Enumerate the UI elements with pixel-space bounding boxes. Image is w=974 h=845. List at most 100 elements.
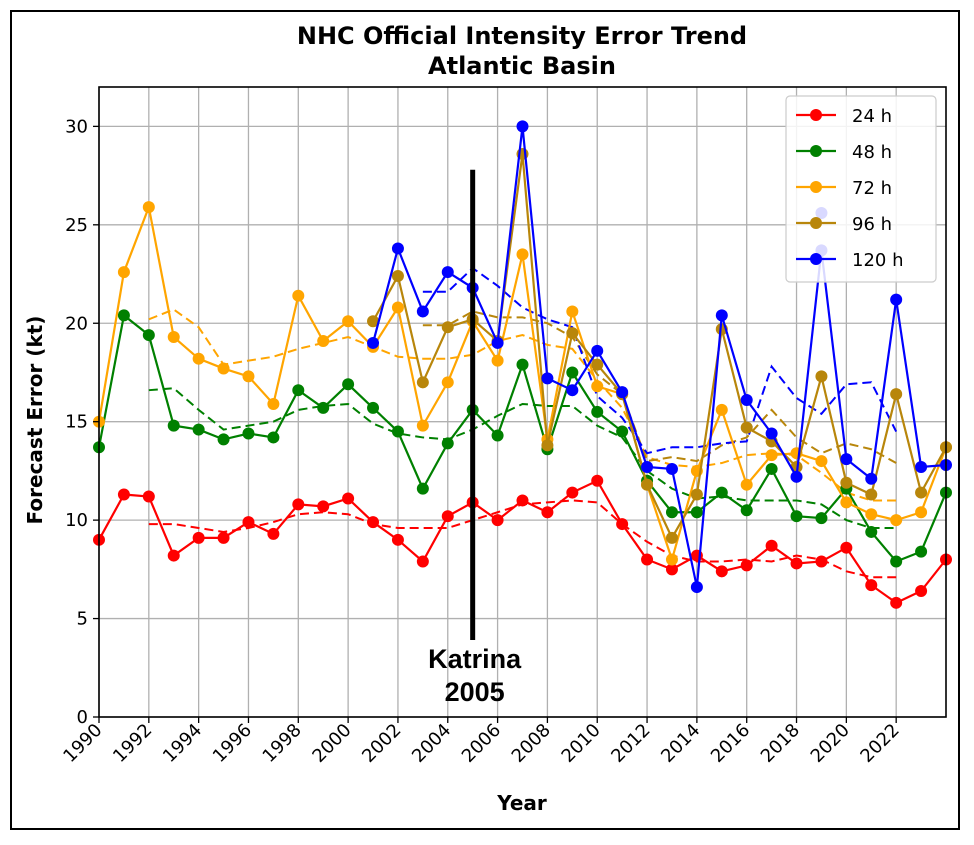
data-point xyxy=(391,533,404,546)
data-point xyxy=(391,242,404,255)
data-point xyxy=(192,531,205,544)
data-point xyxy=(740,394,753,407)
x-tick-label: 2012 xyxy=(607,720,654,767)
data-point xyxy=(890,596,903,609)
data-point xyxy=(890,514,903,527)
data-point xyxy=(416,555,429,568)
data-point xyxy=(865,508,878,521)
data-point xyxy=(317,500,330,513)
y-tick-label: 20 xyxy=(65,313,88,334)
data-point xyxy=(292,498,305,511)
data-point xyxy=(416,305,429,318)
data-point xyxy=(441,376,454,389)
data-point xyxy=(665,531,678,544)
legend-swatch-marker xyxy=(810,181,822,193)
data-point xyxy=(665,563,678,576)
data-point xyxy=(840,496,853,509)
data-point xyxy=(367,315,380,328)
x-tick-label: 2002 xyxy=(358,720,405,767)
data-point xyxy=(865,488,878,501)
legend-label: 72 h xyxy=(852,178,892,199)
x-tick-label: 2020 xyxy=(807,720,854,767)
data-point xyxy=(665,553,678,566)
plot-border xyxy=(98,86,947,718)
x-tick-label: 2008 xyxy=(508,720,555,767)
data-point xyxy=(616,425,629,438)
data-point xyxy=(616,386,629,399)
data-point xyxy=(267,431,280,444)
chart-subtitle: Atlantic Basin xyxy=(428,52,616,80)
data-point xyxy=(342,378,355,391)
legend-swatch-marker xyxy=(810,145,822,157)
data-point xyxy=(117,266,130,279)
data-point xyxy=(790,557,803,570)
x-tick-label: 1994 xyxy=(159,720,206,767)
data-point xyxy=(715,486,728,499)
data-point xyxy=(541,439,554,452)
data-point xyxy=(815,512,828,525)
data-point xyxy=(416,376,429,389)
data-point xyxy=(566,384,579,397)
data-point xyxy=(416,419,429,432)
data-point xyxy=(840,541,853,554)
legend-label: 96 h xyxy=(852,214,892,235)
data-point xyxy=(491,336,504,349)
data-point xyxy=(367,336,380,349)
series-group xyxy=(93,309,952,568)
trend-lines xyxy=(148,266,898,579)
data-point xyxy=(740,504,753,517)
data-point xyxy=(740,559,753,572)
data-point xyxy=(167,419,180,432)
data-point xyxy=(915,486,928,499)
data-point xyxy=(541,372,554,385)
data-point xyxy=(641,460,654,473)
data-point xyxy=(342,492,355,505)
data-point xyxy=(690,506,703,519)
data-point xyxy=(790,510,803,523)
trend-line xyxy=(422,266,898,455)
x-tick-label: 2004 xyxy=(408,720,455,767)
y-tick-label: 0 xyxy=(77,707,88,728)
data-point xyxy=(192,423,205,436)
data-point xyxy=(591,474,604,487)
data-point xyxy=(342,315,355,328)
data-point xyxy=(142,490,155,503)
data-point xyxy=(840,453,853,466)
data-point xyxy=(416,482,429,495)
trend-line xyxy=(148,387,897,529)
data-point xyxy=(167,331,180,344)
data-point xyxy=(217,433,230,446)
data-point xyxy=(142,201,155,214)
series-group xyxy=(367,147,952,544)
data-point xyxy=(217,362,230,375)
legend: 24 h 48 h 72 h 96 h 120 h xyxy=(785,95,937,283)
data-point xyxy=(367,516,380,529)
series-group xyxy=(93,201,952,566)
legend-label: 24 h xyxy=(852,106,892,127)
data-point xyxy=(516,494,529,507)
data-point xyxy=(242,516,255,529)
data-point xyxy=(865,472,878,485)
y-tick-label: 15 xyxy=(65,412,88,433)
x-axis-ticks: 1990 1992 1994 1996 1998 2000 2002 2004 2006 2008… xyxy=(59,717,904,767)
data-point xyxy=(516,358,529,371)
data-point xyxy=(217,531,230,544)
y-tick-label: 5 xyxy=(77,609,88,630)
y-axis-label: Forecast Error (kt) xyxy=(23,316,47,525)
data-point xyxy=(665,462,678,475)
data-point xyxy=(491,514,504,527)
data-point xyxy=(391,425,404,438)
data-point xyxy=(441,510,454,523)
data-point xyxy=(441,266,454,279)
data-point xyxy=(915,585,928,597)
katrina-label: Katrina xyxy=(428,644,522,674)
x-tick-label: 2014 xyxy=(657,720,704,767)
data-point xyxy=(765,427,778,440)
data-point xyxy=(566,305,579,318)
data-point xyxy=(815,455,828,468)
data-point xyxy=(641,553,654,566)
data-point xyxy=(591,358,604,371)
data-point xyxy=(242,370,255,383)
data-point xyxy=(192,352,205,365)
